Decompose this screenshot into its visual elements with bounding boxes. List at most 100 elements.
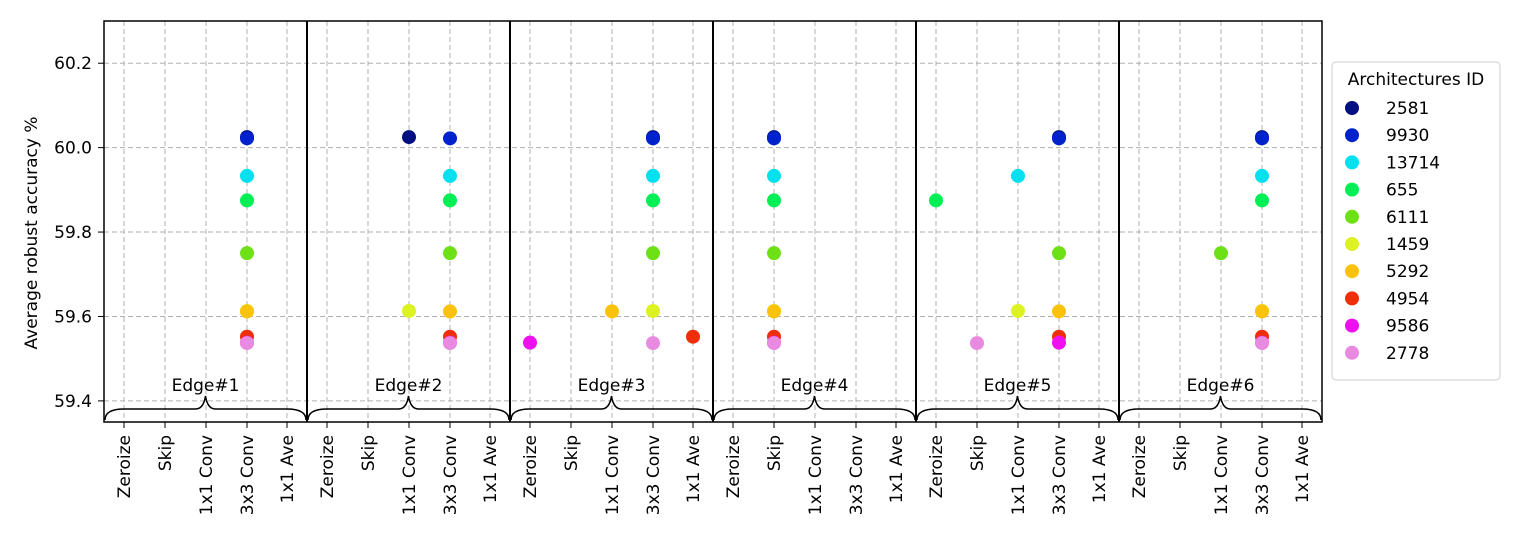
x-tick-label: Skip	[156, 435, 176, 471]
legend-label: 2778	[1386, 344, 1429, 364]
y-tick-label: 59.6	[54, 307, 92, 327]
data-point-1459	[1011, 303, 1025, 318]
data-point-6111	[767, 246, 781, 261]
edge-label: Edge#4	[781, 376, 849, 396]
legend-marker	[1345, 291, 1359, 306]
data-point-655	[240, 193, 254, 208]
data-point-9930	[767, 131, 781, 146]
data-point-1459	[402, 303, 416, 318]
data-point-9586	[1052, 335, 1066, 350]
x-tick-label: 1x1 Ave	[887, 435, 907, 503]
y-tick-label: 59.8	[54, 223, 92, 243]
edge-brace	[104, 395, 307, 421]
legend-marker	[1345, 237, 1359, 251]
y-tick-label: 59.4	[54, 392, 92, 412]
legend-marker	[1345, 128, 1359, 143]
legend-marker	[1345, 345, 1359, 360]
data-point-655	[929, 193, 943, 208]
edge-label: Edge#6	[1187, 376, 1255, 396]
data-point-2778	[646, 336, 660, 351]
legend-marker	[1345, 264, 1359, 279]
legend: Architectures ID 2581 9930 13714 655 6111 145…	[1331, 61, 1501, 381]
y-tick-label: 60.0	[54, 139, 92, 159]
x-tick-label: Skip	[765, 435, 785, 471]
x-tick-label: 1x1 Conv	[197, 435, 217, 515]
edge-brace	[1119, 395, 1322, 421]
legend-label: 2581	[1386, 99, 1429, 119]
x-tick-label: 1x1 Conv	[1212, 435, 1232, 515]
x-tick-label: Skip	[359, 435, 379, 471]
data-point-6111	[646, 246, 660, 261]
x-tick-label: Skip	[968, 435, 988, 471]
edge-brace	[307, 395, 510, 421]
data-point-2778	[443, 336, 457, 351]
data-point-9930	[1255, 131, 1269, 146]
x-tick-label: Zeroize	[724, 435, 744, 498]
x-tick-label: 1x1 Ave	[481, 435, 501, 503]
legend-label: 4954	[1386, 289, 1429, 309]
data-point-2778	[240, 336, 254, 351]
legend-marker	[1345, 101, 1359, 115]
x-tick-label: Skip	[562, 435, 582, 471]
legend-label: 9586	[1386, 317, 1429, 337]
data-point-5292	[443, 304, 457, 319]
x-tick-label: 3x3 Conv	[847, 435, 867, 515]
axes: 59.4 59.6 59.8 60.0 60.2 Zeroize Skip 1x1 Conv 3…	[54, 20, 1323, 515]
data-point-5292	[1052, 304, 1066, 319]
data-point-2778	[1255, 336, 1269, 351]
data-point-655	[767, 193, 781, 208]
data-point-9930	[443, 131, 457, 146]
x-tick-label: 1x1 Ave	[684, 435, 704, 503]
x-tick-label: 3x3 Conv	[1050, 435, 1070, 515]
x-tick-label: 1x1 Conv	[1009, 435, 1029, 515]
data-point-1459	[646, 303, 660, 318]
data-point-655	[443, 193, 457, 208]
x-tick-label: Zeroize	[927, 435, 947, 498]
x-tick-label: 3x3 Conv	[1253, 435, 1273, 515]
data-point-13714	[1255, 168, 1269, 183]
legend-label: 5292	[1386, 262, 1429, 282]
data-point-9930	[1052, 131, 1066, 146]
edge-brace	[713, 395, 916, 421]
legend-title: Architectures ID	[1348, 70, 1484, 90]
legend-frame	[1331, 61, 1501, 381]
edge-brace	[510, 395, 713, 421]
data-point-6111	[443, 246, 457, 261]
data-point-6111	[1052, 246, 1066, 261]
data-point-9586	[523, 335, 537, 350]
data-point-6111	[240, 246, 254, 261]
y-axis-label: Average robust accuracy %	[22, 117, 42, 350]
edge-braces: Edge#1 Edge#2 Edge#3 Edge#4 Edge#5 Edge#6	[104, 376, 1322, 421]
x-tick-label: 3x3 Conv	[441, 435, 461, 515]
legend-label: 6111	[1386, 208, 1429, 228]
data-point-13714	[443, 168, 457, 183]
data-point-13714	[646, 168, 660, 183]
edge-label: Edge#5	[984, 376, 1052, 396]
x-tick-label: Skip	[1171, 435, 1191, 471]
data-point-13714	[240, 168, 254, 183]
legend-marker	[1345, 182, 1359, 197]
data-point-13714	[767, 168, 781, 183]
data-point-13714	[1011, 168, 1025, 183]
data-point-2778	[970, 336, 984, 351]
y-tick-label: 60.2	[54, 54, 92, 74]
x-tick-label: 1x1 Conv	[400, 435, 420, 515]
data-point-6111	[1214, 246, 1228, 261]
x-tick-label: Zeroize	[318, 435, 338, 498]
grid-layer	[104, 21, 1322, 422]
legend-marker	[1345, 318, 1359, 333]
x-tick-label: 1x1 Conv	[603, 435, 623, 515]
data-point-4954	[686, 329, 700, 344]
legend-label: 9930	[1386, 126, 1429, 146]
x-tick-label: 1x1 Ave	[1090, 435, 1110, 503]
x-tick-label: 1x1 Ave	[278, 435, 298, 503]
data-point-9930	[646, 131, 660, 146]
data-point-655	[1255, 193, 1269, 208]
legend-label: 655	[1386, 181, 1418, 201]
data-point-5292	[605, 304, 619, 319]
legend-label: 1459	[1386, 235, 1429, 255]
data-points	[240, 130, 1269, 351]
legend-marker	[1345, 209, 1359, 224]
